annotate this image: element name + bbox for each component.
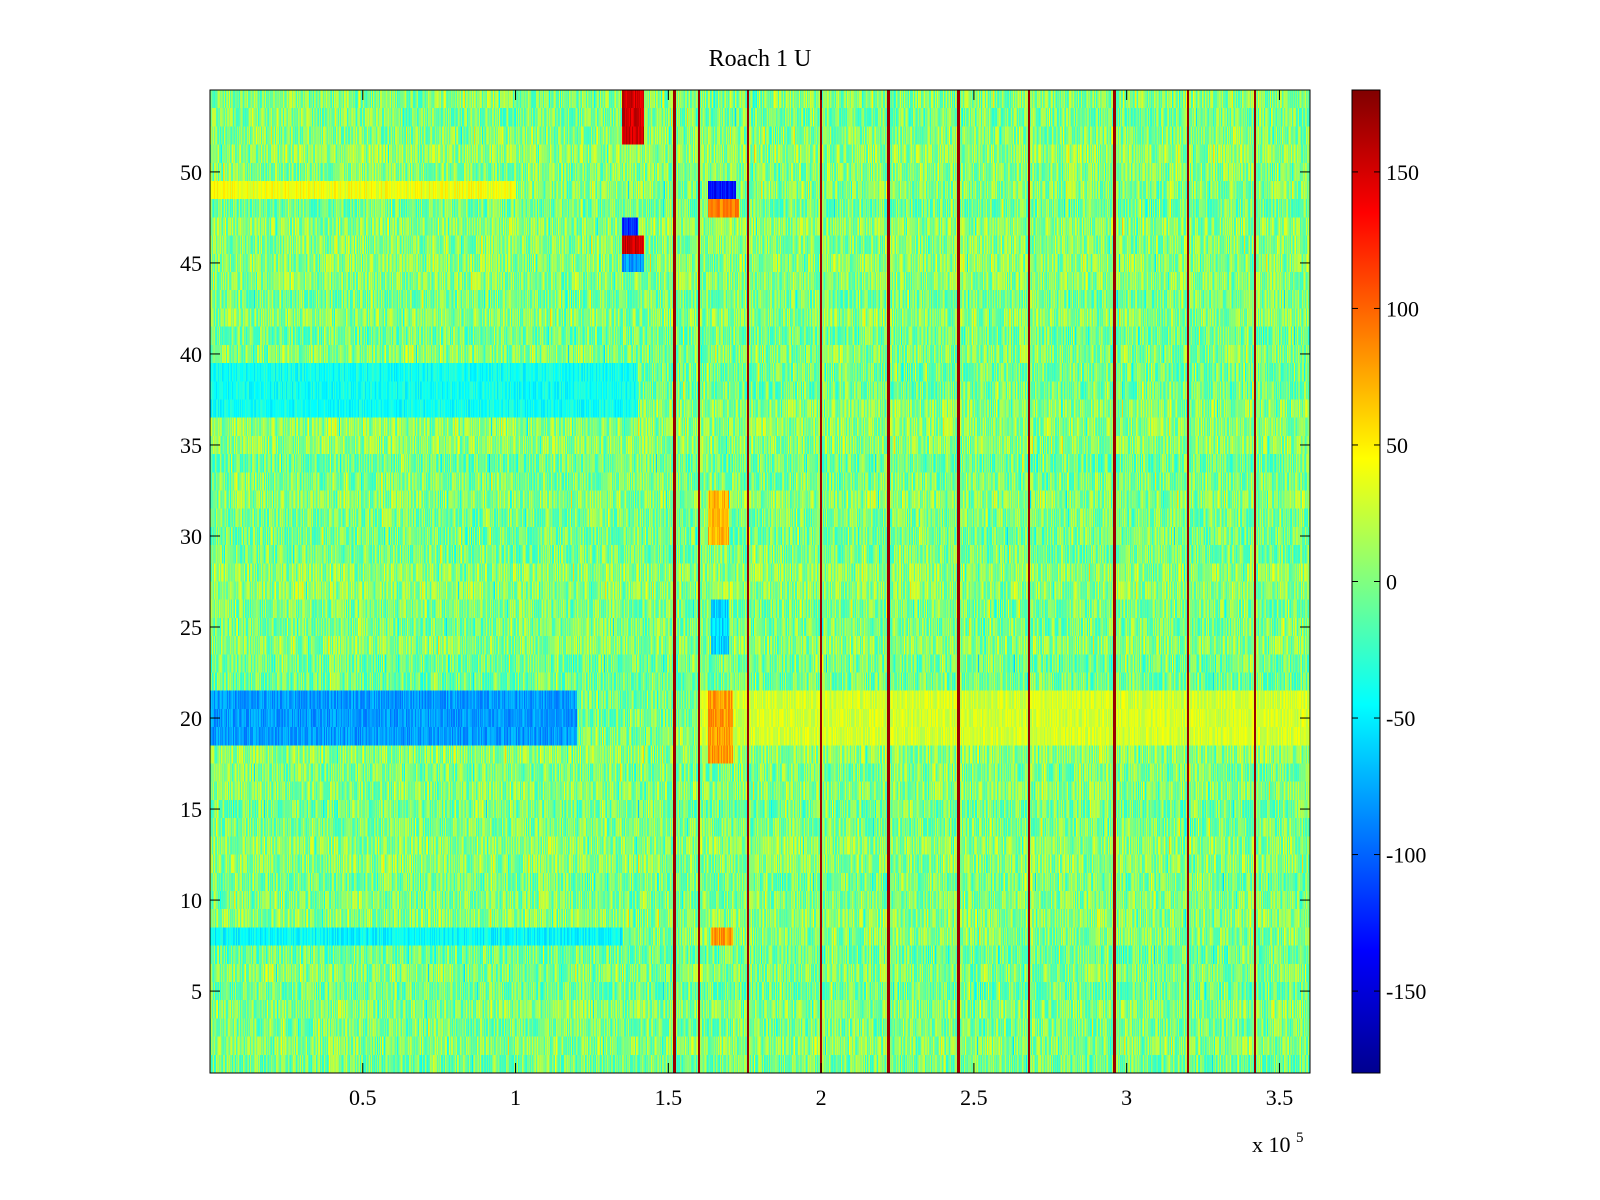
x-tick-label: 3 (1121, 1085, 1132, 1110)
y-tick-label: 25 (180, 615, 202, 640)
x-axis-multiplier: x 10 5 (1252, 1130, 1304, 1157)
colorbar-tick-label: 150 (1386, 160, 1419, 185)
x-tick-label: 1.5 (655, 1085, 683, 1110)
y-tick-label: 5 (191, 979, 202, 1004)
x-multiplier-exponent: 5 (1296, 1130, 1304, 1146)
y-tick-label: 50 (180, 160, 202, 185)
colorbar-tick-label: -50 (1386, 706, 1415, 731)
colorbar-tick-label: -150 (1386, 979, 1426, 1004)
y-tick-label: 40 (180, 342, 202, 367)
y-tick-label: 30 (180, 524, 202, 549)
heatmap-plot (210, 90, 1310, 1073)
colorbar-ticks: 150 100 50 0 -50 -100 -150 (1352, 160, 1426, 1004)
y-tick-label: 10 (180, 888, 202, 913)
y-tick-label: 15 (180, 797, 202, 822)
colorbar: 150 100 50 0 -50 -100 -150 (1351, 89, 1426, 1074)
colorbar-tick-label: 100 (1386, 296, 1419, 321)
x-tick-label: 2 (816, 1085, 827, 1110)
colorbar-tick-label: 0 (1386, 570, 1397, 595)
x-tick-label: 2.5 (960, 1085, 988, 1110)
chart-title: Roach 1 U (709, 46, 812, 72)
x-tick-label: 1 (510, 1085, 521, 1110)
x-tick-label: 3.5 (1266, 1085, 1294, 1110)
y-tick-label: 20 (180, 706, 202, 731)
heatmap-image (210, 90, 1310, 1073)
x-tick-label: 0.5 (349, 1085, 377, 1110)
colorbar-tick-label: 50 (1386, 433, 1408, 458)
y-tick-label: 45 (180, 251, 202, 276)
x-multiplier-base: x 10 (1252, 1132, 1291, 1157)
y-tick-label: 35 (180, 433, 202, 458)
x-axis: 0.5 1 1.5 2 2.5 3 3.5 (349, 90, 1293, 1110)
plot-frame (209, 89, 1311, 1074)
y-axis: 5 10 15 20 25 30 35 40 45 50 (180, 160, 1310, 1004)
colorbar-tick-label: -100 (1386, 843, 1426, 868)
